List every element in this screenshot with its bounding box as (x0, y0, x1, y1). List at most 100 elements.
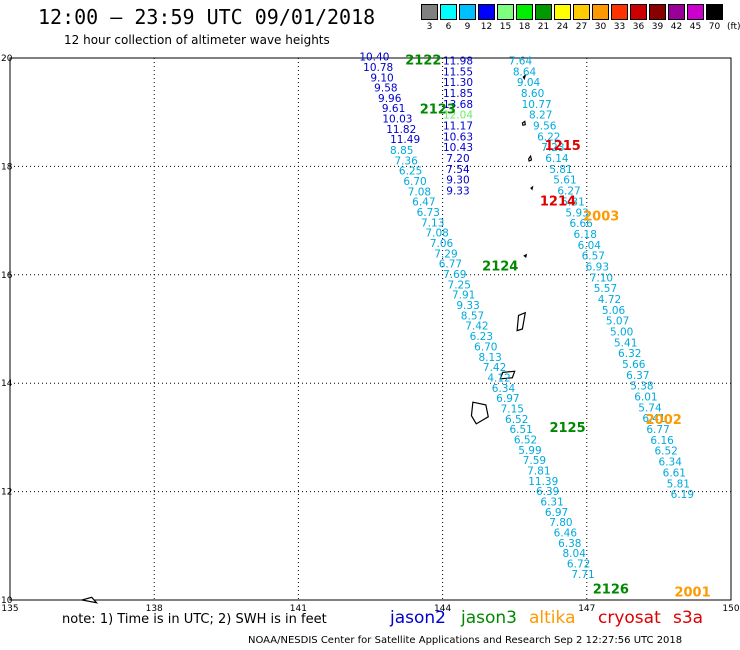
wave-height-value: 6.93 (586, 261, 609, 273)
colorbar-label: 21 (537, 22, 550, 32)
wave-height-value: 6.19 (671, 489, 694, 501)
wave-height-value: 7.64 (509, 56, 533, 68)
colorbar-swatch (554, 4, 571, 20)
colorbar-swatch (478, 4, 495, 20)
longitude-tick-label: 138 (146, 604, 163, 614)
colorbar-swatch (421, 4, 438, 20)
wave-height-value: 8.13 (478, 352, 501, 364)
wave-height-value: 6.32 (618, 348, 641, 360)
wave-height-value: 6.23 (470, 331, 493, 343)
island-outline (527, 154, 533, 162)
wave-height-value: 6.39 (536, 486, 559, 498)
wave-height-value: 7.36 (394, 155, 418, 167)
wave-height-value: 6.31 (540, 497, 563, 509)
pass-number-label: 2003 (583, 210, 619, 225)
pass-number-label: 2126 (593, 582, 629, 597)
wave-height-value: 6.34 (659, 457, 683, 469)
wave-height-value: 10.77 (522, 99, 552, 111)
wave-height-value: 6.97 (545, 507, 568, 519)
colorbar-label: 36 (632, 22, 645, 32)
wave-height-value: 9.30 (446, 175, 469, 187)
wave-height-value: 5.06 (602, 305, 626, 317)
wave-height-value: 5.31 (561, 196, 584, 208)
page-title: 12:00 – 23:59 UTC 09/01/2018 (38, 5, 376, 29)
wave-height-value: 12.04 (443, 110, 473, 122)
wave-height-value: 7.91 (452, 290, 475, 302)
legend-jason3: jason3 (461, 608, 517, 628)
wave-height-value: 5.74 (638, 402, 662, 414)
wave-height-value: 6.73 (417, 207, 440, 219)
colorbar-label: 39 (651, 22, 664, 32)
pass-number-label: 1214 (540, 194, 576, 209)
pass-number-label: 1215 (545, 139, 581, 154)
wave-height-value: 7.42 (483, 362, 506, 374)
island-outline (523, 253, 528, 258)
wave-height-value: 5.07 (606, 316, 629, 328)
wave-height-value: 7.08 (408, 186, 431, 198)
wave-height-value: 6.04 (578, 240, 602, 252)
footer-credit: NOAA/NESDIS Center for Satellite Applica… (248, 635, 683, 646)
map-frame (9, 57, 732, 601)
longitude-tick-label: 150 (722, 604, 739, 614)
wave-height-value: 6.52 (654, 446, 677, 458)
wave-height-value: 8.60 (521, 88, 544, 100)
colorbar-swatch (440, 4, 457, 20)
wave-height-value: 7.69 (443, 269, 466, 281)
colorbar-swatch (535, 4, 552, 20)
wave-height-value: 6.51 (509, 424, 532, 436)
legend-jason2: jason2 (390, 608, 446, 628)
wave-height-value: 7.54 (446, 164, 470, 176)
note-text: note: 1) Time is in UTC; 2) SWH is in fe… (62, 612, 327, 627)
wave-height-value: 6.25 (399, 166, 422, 178)
colorbar-swatch (611, 4, 628, 20)
colorbar-label: 70 (708, 22, 721, 32)
island-outline (81, 596, 99, 604)
wave-height-value: 6.18 (574, 229, 597, 241)
colorbar-label: 9 (464, 22, 471, 32)
wave-height-value: 11.49 (390, 134, 420, 146)
wave-height-value: 6.66 (569, 218, 593, 230)
island-outline (516, 311, 527, 332)
wave-height-value: 7.13 (421, 217, 444, 229)
wave-height-value: 11.39 (528, 476, 558, 488)
colorbar-swatch (706, 4, 723, 20)
colorbar-swatch (668, 4, 685, 20)
colorbar-label: 18 (518, 22, 531, 32)
island-outline (521, 120, 526, 126)
wave-height-value: 9.56 (533, 121, 557, 133)
longitude-tick-label: 141 (290, 604, 307, 614)
colorbar-label: 45 (689, 22, 702, 32)
wave-height-value: 5.57 (594, 283, 617, 295)
wave-height-value: 6.37 (626, 370, 649, 382)
colorbar-label: 42 (670, 22, 683, 32)
legend-altika: altika (529, 608, 576, 628)
wave-height-value: 5.61 (553, 175, 576, 187)
wave-height-value: 7.71 (571, 569, 594, 581)
wave-height-value: 8.64 (513, 66, 537, 78)
wave-height-value: 5.00 (610, 327, 633, 339)
wave-height-value: 6.72 (567, 559, 590, 571)
wave-height-value: 5.66 (622, 359, 646, 371)
wave-height-value: 6.52 (505, 414, 528, 426)
wave-height-value: 11.85 (443, 88, 473, 100)
latitude-tick-label: 10 (1, 596, 13, 606)
wave-height-value: 5.41 (614, 337, 637, 349)
wave-height-value: 7.80 (549, 517, 572, 529)
colorbar-swatch (630, 4, 647, 20)
wave-height-value: 6.38 (558, 538, 581, 550)
pass-number-label: 2002 (646, 413, 682, 428)
wave-height-value: 9.04 (517, 77, 541, 89)
wave-height-value: 6.27 (557, 186, 580, 198)
island-outline (530, 185, 534, 191)
note-item-time: 1) Time is in UTC; (99, 612, 214, 627)
wave-height-value: 8.85 (390, 145, 413, 157)
wave-height-value: 7.06 (430, 238, 454, 250)
wave-height-value: 10.43 (443, 142, 473, 154)
wave-height-value: 13.68 (443, 99, 473, 111)
colorbar-swatch (649, 4, 666, 20)
wave-height-value: 8.04 (563, 548, 587, 560)
pass-number-label: 2125 (549, 421, 585, 436)
wave-height-value: 11.82 (386, 124, 416, 136)
wave-height-value: 5.99 (518, 445, 541, 457)
